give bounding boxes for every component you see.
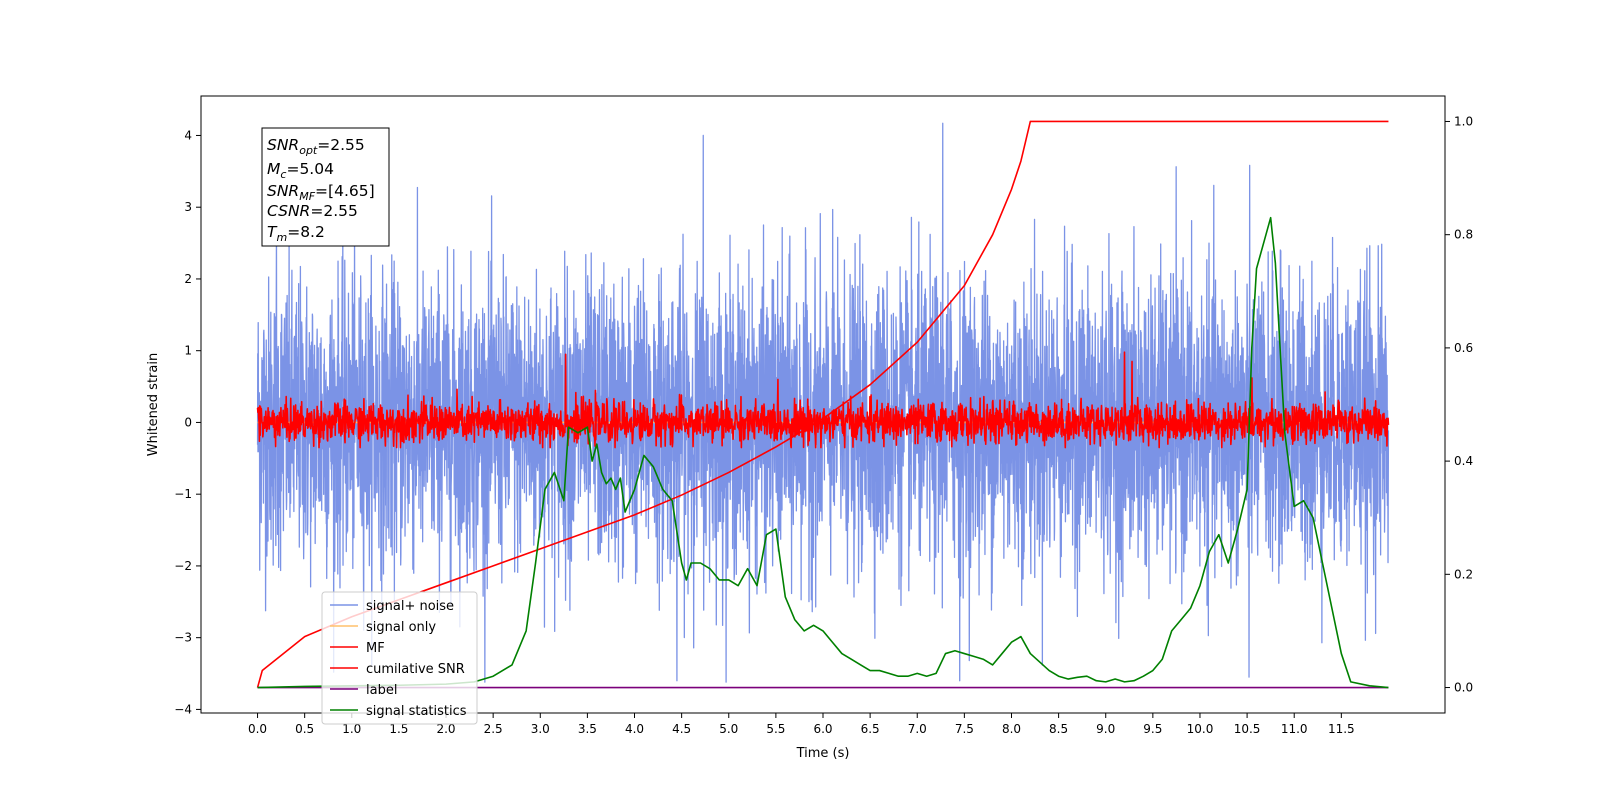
x-tick-label: 3.5: [578, 722, 597, 736]
series-mf: [256, 351, 1390, 449]
x-tick-label: 4.0: [625, 722, 644, 736]
x-axis: 0.0 0.5 1.0 1.5 2.0 2.5 3.0 3.5 4.0 4.5 5.0 5.5 6.0 6…: [248, 713, 1355, 736]
y-left-tick-label: 4: [184, 128, 192, 142]
legend-label-cumilative-snr: cumilative SNR: [366, 662, 465, 677]
x-tick-label: 11.0: [1281, 722, 1308, 736]
x-tick-label: 9.0: [1096, 722, 1115, 736]
legend-label-signal-only: signal only: [366, 620, 436, 635]
y-left-tick-label: −2: [174, 559, 192, 573]
x-tick-label: 0.5: [295, 722, 314, 736]
y-left-tick-label: −3: [174, 631, 192, 645]
y-right-tick-label: 0.2: [1454, 567, 1473, 581]
series-signal-statistics: [257, 216, 1389, 689]
y-left-tick-label: 3: [184, 200, 192, 214]
x-axis-label: Time (s): [796, 746, 850, 761]
y-right-tick-label: 0.6: [1454, 341, 1473, 355]
y-axis-label: Whitened strain: [146, 353, 161, 456]
x-tick-label: 1.0: [342, 722, 361, 736]
y-left-tick-label: 0: [184, 415, 192, 429]
x-tick-label: 4.5: [672, 722, 691, 736]
y-right-tick-label: 0.4: [1454, 454, 1473, 468]
stats-annotation: SNRopt=2.55 Mc=5.04 SNRMF=[4.65] CSNR=2.…: [261, 127, 390, 247]
x-tick-label: 0.0: [248, 722, 267, 736]
y-left-tick-label: −1: [174, 487, 192, 501]
y-axis-left: −4 −3 −2 −1 0 1 2 3 4: [174, 128, 201, 716]
x-tick-label: 11.5: [1328, 722, 1355, 736]
x-tick-label: 6.5: [861, 722, 880, 736]
x-tick-label: 7.0: [908, 722, 927, 736]
annotation-mc: Mc=5.04: [267, 160, 334, 181]
legend-label-mf: MF: [366, 641, 385, 656]
y-right-tick-label: 0.0: [1454, 681, 1473, 695]
x-tick-label: 9.5: [1143, 722, 1162, 736]
x-tick-label: 5.5: [766, 722, 785, 736]
y-right-tick-label: 0.8: [1454, 228, 1473, 242]
annotation-box: [261, 127, 390, 247]
x-tick-label: 6.0: [813, 722, 832, 736]
annotation-tm: Tm=8.2: [267, 223, 325, 244]
x-tick-label: 3.0: [531, 722, 550, 736]
annotation-snr-opt: SNRopt=2.55: [267, 136, 365, 157]
x-tick-label: 8.5: [1049, 722, 1068, 736]
y-left-tick-label: −4: [174, 702, 192, 716]
legend: signal+ noise signal only MF cumilative SNR…: [321, 591, 478, 725]
x-tick-label: 7.5: [955, 722, 974, 736]
x-tick-label: 1.5: [389, 722, 408, 736]
x-tick-label: 8.0: [1002, 722, 1021, 736]
annotation-csnr: CSNR=2.55: [267, 202, 358, 220]
legend-label-signal-statistics: signal statistics: [366, 704, 467, 719]
annotation-snr-mf: SNRMF=[4.65]: [267, 182, 375, 203]
legend-box: [321, 591, 478, 725]
y-right-tick-label: 1.0: [1454, 114, 1473, 128]
legend-label-label: label: [366, 683, 397, 698]
y-axis-right: 0.0 0.2 0.4 0.6 0.8 1.0: [1445, 114, 1473, 695]
series-signal-noise: [256, 122, 1390, 683]
y-left-tick-label: 1: [184, 344, 192, 358]
x-tick-label: 5.0: [719, 722, 738, 736]
legend-label-signal-noise: signal+ noise: [366, 599, 454, 614]
x-tick-label: 2.5: [484, 722, 503, 736]
y-left-tick-label: 2: [184, 272, 192, 286]
x-tick-label: 2.0: [436, 722, 455, 736]
x-tick-label: 10.5: [1234, 722, 1261, 736]
x-tick-label: 10.0: [1187, 722, 1214, 736]
